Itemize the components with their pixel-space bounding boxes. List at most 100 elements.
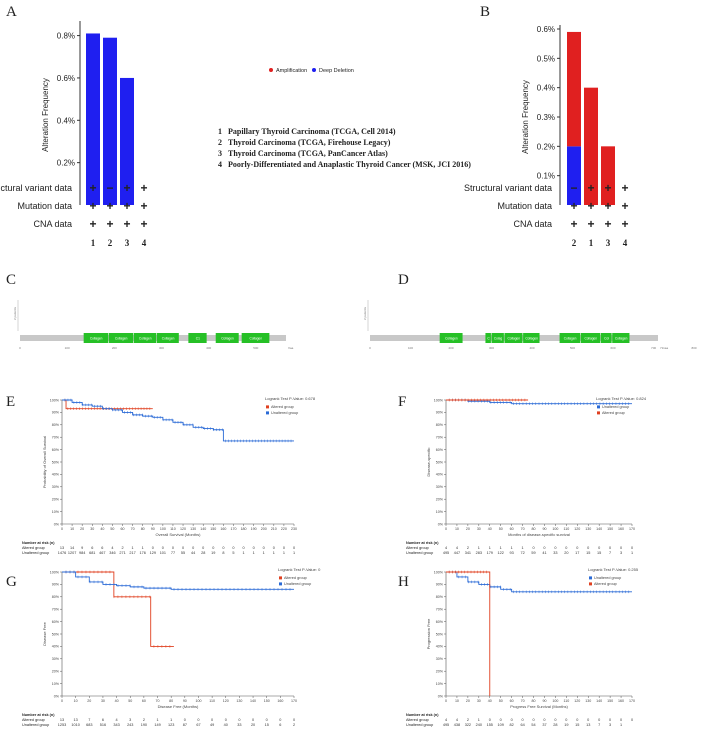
km-risk-title-G: Number at risk (n) [22,713,55,717]
availability-mark-A: + [123,181,130,195]
study-name: Poorly-Differentiated and Anaplastic Thy… [228,160,471,169]
domain-label-D: Collagen [615,337,628,341]
panel-label-e: E [6,394,15,410]
availability-mark-A: + [140,199,147,213]
km-x-tick-label-H: 40 [488,699,492,703]
km-x-tick-label-G: 30 [101,699,105,703]
km-y-tick-label-E: 90% [52,411,60,415]
km-risk-unaltered-G: 683 [86,723,92,727]
km-risk-unaltered-label-F: Unaltered group [406,551,433,555]
km-x-axis-label-H: Progress Free Survival (Months) [510,704,568,709]
availability-mark-A: + [89,181,96,195]
km-risk-unaltered-F: 7 [609,551,611,555]
domain-axis-tick-D: 200 [449,346,454,350]
km-risk-altered-G: 0 [252,718,254,722]
km-risk-altered-H: 0 [522,718,524,722]
km-y-axis-label-F: Disease-specific [426,447,431,476]
km-risk-unaltered-H: 28 [553,723,557,727]
domain-axis-tick-D: 500 [570,346,575,350]
km-risk-unaltered-label-E: Unaltered group [22,551,49,555]
km-risk-unaltered-E: 217 [129,551,135,555]
km-risk-altered-H: 0 [565,718,567,722]
domain-axis-tick-D: 700 [651,346,656,350]
bar-B-2 [567,31,581,147]
km-risk-altered-H: 2 [467,718,469,722]
km-risk-unaltered-F: 122 [498,551,504,555]
km-y-tick-label-H: 60% [436,620,444,624]
km-risk-unaltered-E: 176 [140,551,146,555]
km-x-tick-label-H: 110 [563,699,569,703]
km-x-tick-label-E: 90 [151,527,155,531]
km-x-tick-label-F: 20 [466,527,470,531]
km-risk-altered-label-G: Altered group [22,718,45,722]
km-x-tick-label-H: 160 [618,699,624,703]
km-y-tick-label-F: 30% [436,485,444,489]
study-name: Thyroid Carcinoma (TCGA, Firehouse Legac… [228,138,391,147]
km-y-tick-label-H: 0% [438,694,444,698]
km-risk-unaltered-E: 1 [273,551,275,555]
km-risk-unaltered-E: 44 [191,551,195,555]
km-curve-G-1 [62,571,294,590]
km-risk-unaltered-F: 33 [553,551,557,555]
km-risk-altered-H: 0 [543,718,545,722]
km-y-tick-label-F: 0% [438,522,444,526]
availability-mark-A: + [106,199,113,213]
y-axis-label-A: Alteration Frequency [41,78,50,152]
km-x-tick-label-E: 210 [271,527,277,531]
domain-label-C: Collagen [162,337,175,341]
km-risk-unaltered-F: 15 [586,551,590,555]
domain-D [504,333,523,343]
km-risk-altered-H: 0 [489,718,491,722]
km-x-tick-label-E: 160 [220,527,226,531]
km-risk-altered-E: 0 [222,546,224,550]
km-risk-unaltered-E: 1 [283,551,285,555]
km-x-tick-label-G: 60 [142,699,146,703]
availability-mark-B: + [570,217,577,231]
km-risk-unaltered-F: 179 [487,551,493,555]
availability-mark-B: + [570,199,577,213]
km-risk-altered-E: 0 [152,546,154,550]
km-x-tick-label-F: 150 [607,527,613,531]
km-risk-unaltered-H: 240 [476,723,482,727]
km-risk-altered-E: 0 [182,546,184,550]
km-y-tick-label-G: 0% [54,694,60,698]
km-risk-altered-F: 1 [511,546,513,550]
km-risk-unaltered-F: 1 [631,551,633,555]
row-label-A: CNA data [33,219,72,229]
km-risk-unaltered-F: 283 [476,551,482,555]
domain-label-D: Collagen [525,337,538,341]
km-risk-altered-E: 1 [142,546,144,550]
km-risk-unaltered-E: 28 [201,551,205,555]
km-y-tick-label-H: 40% [436,645,444,649]
panel-label-c: C [6,272,16,288]
km-risk-altered-G: 2 [143,718,145,722]
domain-axis-tick-C: 500 [253,346,258,350]
km-risk-altered-F: 0 [631,546,633,550]
km-risk-altered-H: 4 [445,718,447,722]
km-risk-unaltered-G: 87 [183,723,187,727]
km-curve-G-0 [62,571,174,647]
km-y-tick-label-F: 50% [436,460,444,464]
km-risk-unaltered-F: 93 [510,551,514,555]
km-risk-altered-H: 0 [631,718,633,722]
row-label-B: CNA data [513,219,552,229]
panel-label-h: H [398,574,409,590]
km-x-tick-label-G: 100 [195,699,201,703]
legend-amplification-label: Amplification [276,68,307,74]
domain-label-D: Col [604,337,609,341]
km-legend-label-H: Unaltered group [594,576,621,580]
km-x-tick-label-H: 10 [455,699,459,703]
km-risk-altered-G: 0 [238,718,240,722]
km-risk-unaltered-E: 1207 [68,551,76,555]
km-y-tick-label-G: 70% [52,608,60,612]
km-y-tick-label-F: 80% [436,423,444,427]
domain-axis-tick-D: 600 [611,346,616,350]
km-y-tick-label-G: 60% [52,620,60,624]
km-risk-unaltered-G: 40 [224,723,228,727]
km-risk-altered-G: 3 [129,718,131,722]
km-risk-altered-E: 6 [91,546,93,550]
km-p-value-H: Logrank Test P-Value: 0.255 [588,567,639,572]
panel-label-g: G [6,574,17,590]
km-risk-altered-G: 0 [293,718,295,722]
km-legend-label-G: Altered group [284,576,307,580]
